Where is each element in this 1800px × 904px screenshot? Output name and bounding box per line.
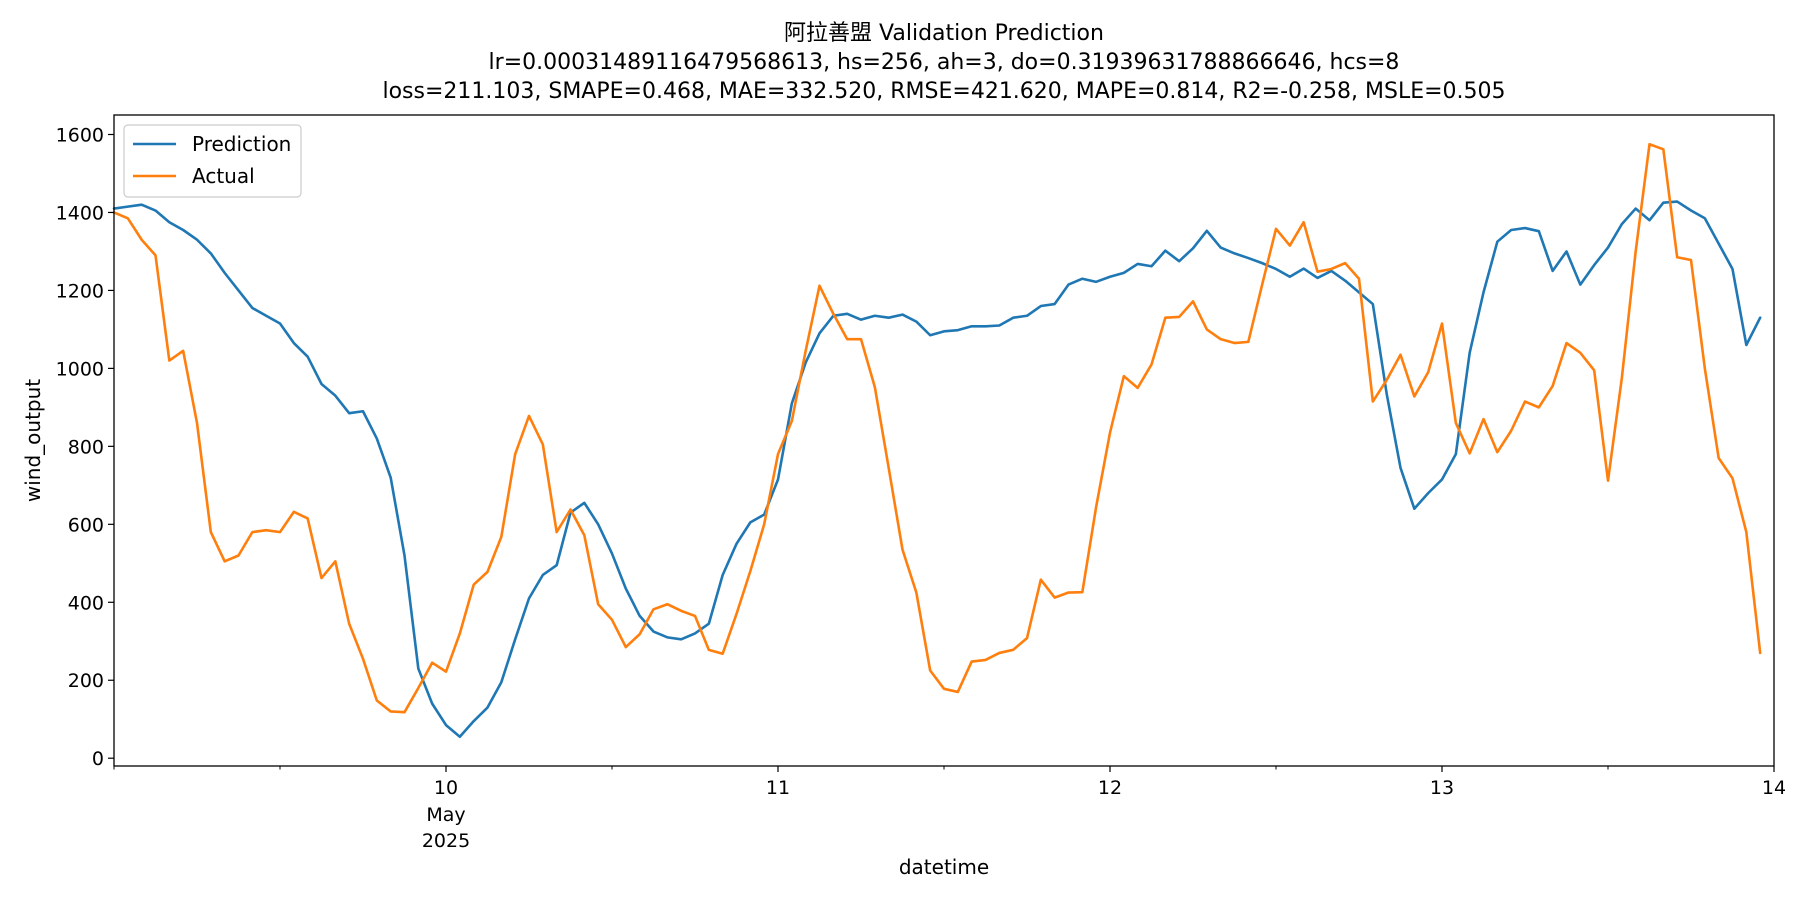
series-layer [112, 142, 1762, 739]
chart-title: 阿拉善盟 Validation Prediction lr=0.000314891… [382, 21, 1505, 104]
series-line-actual [112, 142, 1762, 714]
y-tick-label: 600 [68, 514, 104, 536]
legend-label-prediction: Prediction [192, 132, 291, 156]
x-tick-label: 10 [434, 777, 458, 799]
x-tick-label: 13 [1430, 777, 1454, 799]
x-tick-label: 14 [1762, 777, 1786, 799]
x-tick-sublabel: 2025 [422, 830, 470, 852]
y-tick-label: 200 [68, 670, 104, 692]
legend-label-actual: Actual [192, 164, 255, 188]
y-tick-label: 1200 [56, 280, 104, 302]
y-tick-label: 400 [68, 592, 104, 614]
y-tick-label: 1000 [56, 358, 104, 380]
y-tick-label: 800 [68, 436, 104, 458]
x-axis-label: datetime [899, 855, 989, 879]
x-tick-label: 12 [1098, 777, 1122, 799]
y-axis-label: wind_output [21, 379, 45, 502]
x-tick-sublabel: May [426, 804, 465, 826]
chart-title-line-3: loss=211.103, SMAPE=0.468, MAE=332.520, … [382, 79, 1505, 104]
chart-title-line-1: 阿拉善盟 Validation Prediction [784, 21, 1104, 46]
series-line-prediction [112, 200, 1762, 739]
x-axis: 10 May 2025 11 12 13 14 [113, 766, 1786, 852]
chart-title-line-2: lr=0.00031489116479568613, hs=256, ah=3,… [489, 50, 1400, 75]
y-tick-label: 0 [92, 748, 104, 770]
y-tick-label: 1600 [56, 124, 104, 146]
x-tick-label: 11 [766, 777, 790, 799]
plot-frame [113, 114, 1775, 767]
plot-area [112, 114, 1775, 767]
legend[interactable]: Prediction Actual [123, 124, 302, 198]
y-axis: 0 200 400 600 800 1000 1200 1400 1600 [56, 124, 114, 770]
y-tick-label: 1400 [56, 202, 104, 224]
